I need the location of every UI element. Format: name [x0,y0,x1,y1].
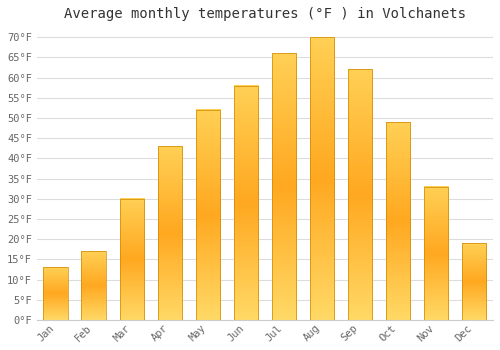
Bar [158,146,182,320]
Bar [462,243,486,320]
Bar [272,53,296,320]
Bar [386,122,410,320]
Bar [234,86,258,320]
Title: Average monthly temperatures (°F ) in Volchanets: Average monthly temperatures (°F ) in Vo… [64,7,466,21]
Bar [310,37,334,320]
Bar [348,69,372,320]
Bar [196,110,220,320]
Bar [82,251,106,320]
Bar [424,187,448,320]
Bar [44,267,68,320]
Bar [120,199,144,320]
